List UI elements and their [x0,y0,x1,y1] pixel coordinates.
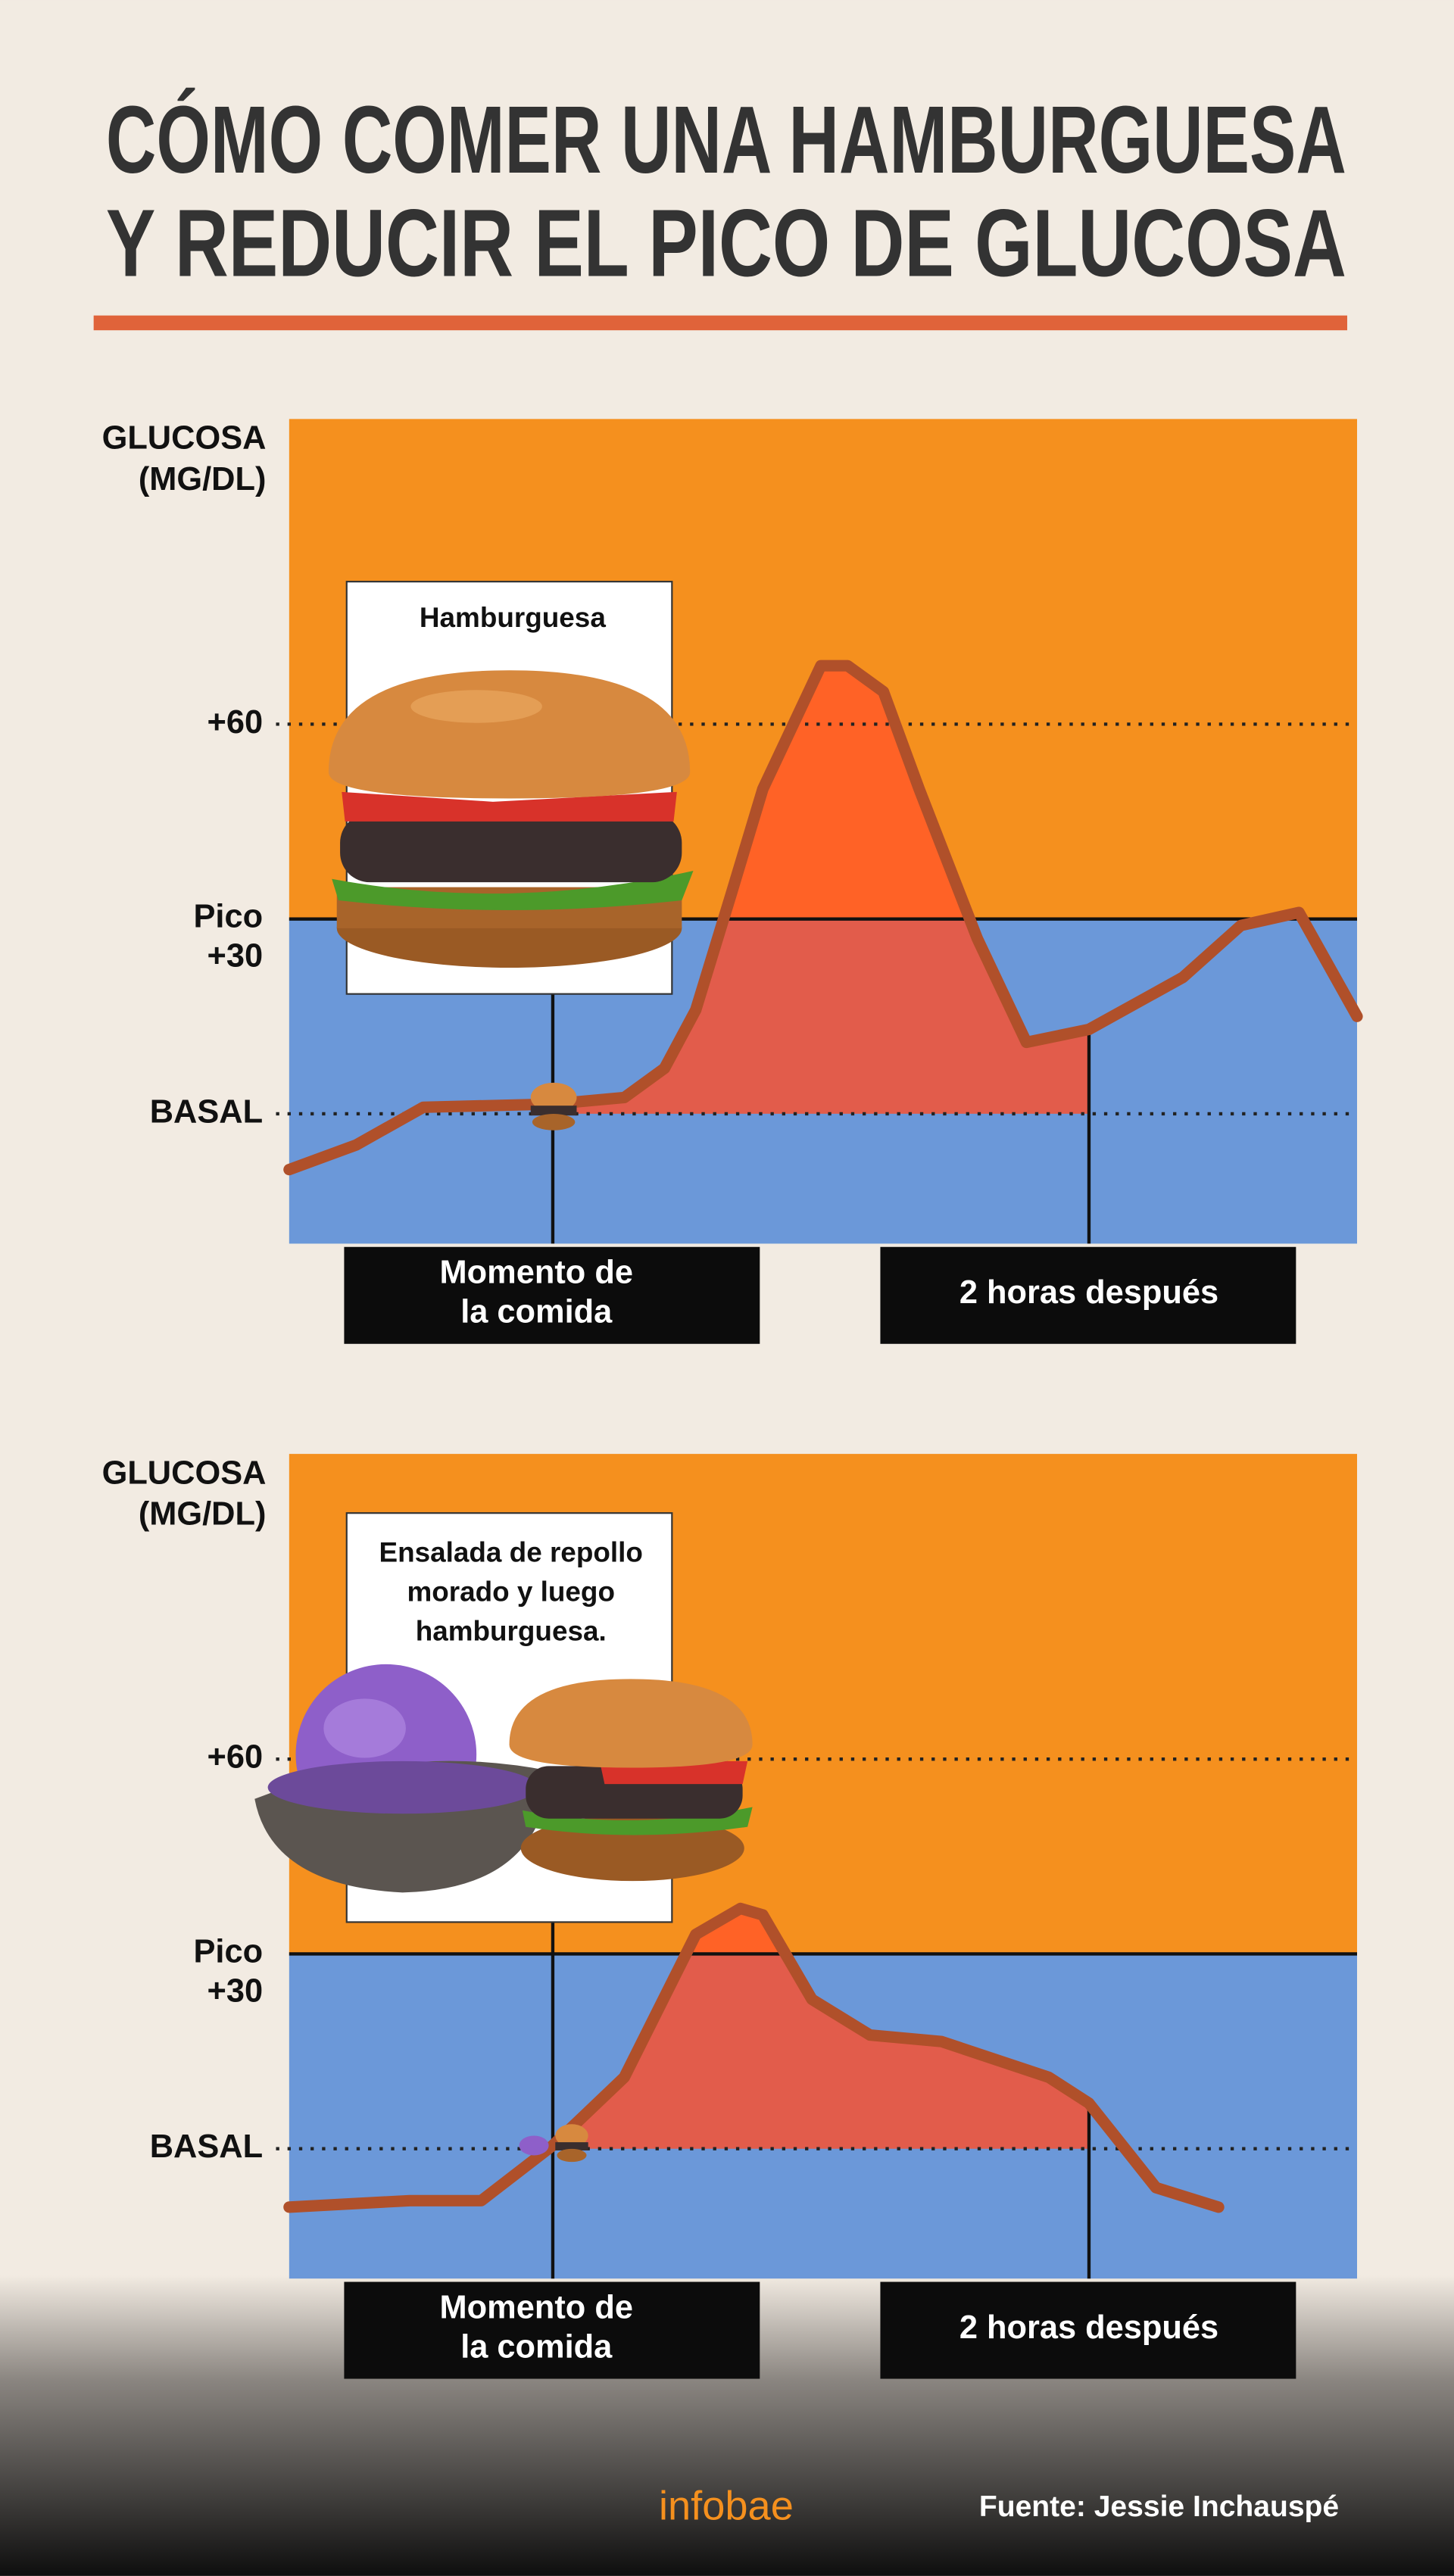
card-1: Hamburguesa [328,581,694,1131]
x-tick-label: 2 horas después [959,1274,1218,1311]
title: CÓMO COMER UNA HAMBURGUESA Y REDUCIR EL P… [106,86,1346,297]
brand: infobae [659,2483,794,2528]
chart-1: BASAL Pico +30 +60 GLUCOSA (MG/DL) Momento de l… [102,419,1363,1344]
glucose-line [283,1902,1225,2213]
peak-area-upper [723,666,970,919]
x-label-box [880,2281,1296,2379]
x-tick-label: 2 horas después [959,2309,1218,2346]
y-tick-label: Pico +30 [194,1934,264,2010]
y-tick-label: Pico +30 [194,899,264,975]
y-axis-label: GLUCOSA (MG/DL) [102,1455,267,1533]
x-label-box [344,2281,760,2379]
card-2: Ensalada de repollo morado y luego hamburg… [254,1512,753,2163]
burger-illustration [328,670,694,968]
y-tick-label: BASAL [150,1093,263,1130]
peak-area-lower [552,918,1089,1114]
card-label: Ensalada de repollo morado y luego hamburg… [379,1536,643,1646]
chart-2: BASAL Pico +30 +60 GLUCOSA (MG/DL) Momento de l… [102,1454,1357,2379]
peak-area-lower [552,1954,1089,2149]
y-tick-label: +60 [207,704,264,741]
mini-burger [530,1082,577,1131]
x-tick-label: Momento de la comida [440,2290,633,2365]
y-tick-label: BASAL [150,2128,263,2165]
mini-icons [519,2124,588,2163]
title-rule [93,315,1347,331]
y-axis-label: GLUCOSA (MG/DL) [102,420,267,497]
source: Fuente: Jessie Inchauspé [979,2490,1339,2523]
x-label-box [880,1246,1296,1344]
y-tick-label: +60 [207,1739,264,1776]
card-label: Hamburguesa [420,602,606,633]
x-label-box [344,1246,760,1344]
x-tick-label: Momento de la comida [440,1255,633,1330]
salad-burger-illustration [254,1664,753,1893]
